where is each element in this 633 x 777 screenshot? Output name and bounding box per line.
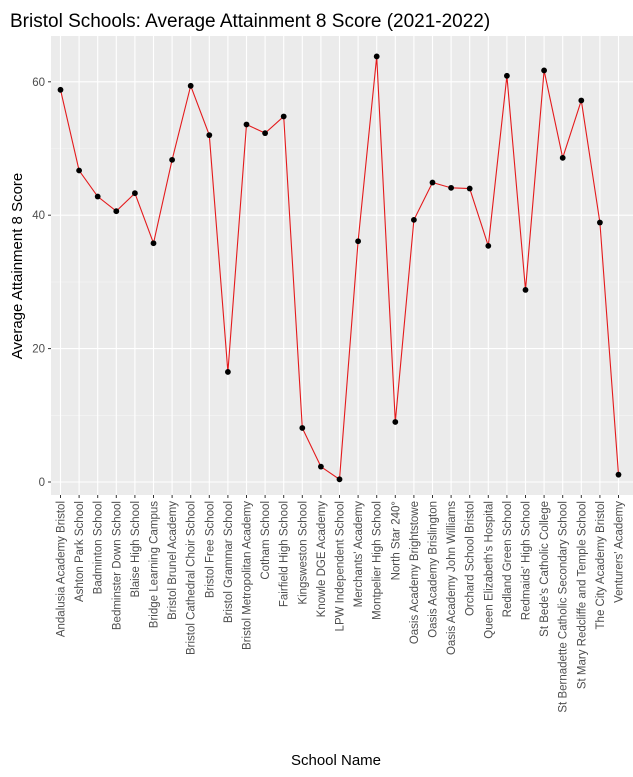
y-tick-label: 20 — [32, 344, 45, 356]
x-tick-label: LPW Independent School — [335, 501, 347, 631]
x-tick-label: Oasis Academy Brislington — [428, 501, 440, 638]
x-axis-title: School Name — [291, 752, 381, 769]
x-tick-label: Cotham School — [260, 501, 272, 580]
data-point — [448, 184, 454, 191]
y-tick-label: 40 — [32, 210, 45, 222]
gridlines — [51, 36, 633, 495]
x-tick-label: The City Academy Bristol — [595, 501, 607, 629]
data-points — [57, 53, 622, 483]
data-point — [615, 471, 622, 478]
x-tick-label: Bristol Metropolitan Academy — [242, 501, 254, 650]
data-point — [504, 72, 510, 79]
data-point — [132, 190, 138, 197]
data-point — [541, 67, 547, 74]
data-point — [169, 156, 176, 163]
data-point — [559, 154, 566, 161]
x-tick-label: St Bernadette Catholic Secondary School — [558, 501, 570, 713]
x-tick-label: Bridge Learning Campus — [149, 501, 161, 628]
x-tick-label: Venturers' Academy — [614, 501, 626, 603]
data-point — [94, 193, 101, 200]
x-tick-label: Orchard School Bristol — [465, 501, 477, 616]
x-tick-label: Bristol Brunel Academy — [167, 501, 179, 620]
x-tick-label: Bristol Cathedral Choir School — [186, 501, 198, 655]
data-point — [262, 130, 268, 137]
data-point — [299, 425, 306, 431]
x-tick-label: Bristol Grammar School — [223, 501, 235, 623]
data-point — [578, 97, 585, 104]
x-tick-label: Montpelier High School — [372, 501, 384, 620]
y-axis-title: Average Attainment 8 Score — [9, 173, 26, 360]
x-tick-label: Kingsweston School — [297, 501, 309, 605]
x-tick-label: Bedminster Down School — [111, 501, 123, 630]
data-point — [57, 86, 64, 93]
data-point — [243, 121, 250, 128]
data-point — [206, 132, 213, 139]
x-tick-label: North Star 240° — [390, 501, 402, 580]
x-tick-label: Blaise High School — [130, 501, 142, 598]
x-tick-label: Fairfield High School — [279, 501, 291, 607]
x-tick-label: Knowle DGE Academy — [316, 501, 328, 618]
data-point — [76, 167, 82, 174]
x-tick-label: St Bede's Catholic College — [539, 501, 551, 637]
x-tick-label: Oasis Academy John Williams — [446, 501, 458, 655]
x-tick-label: St Mary Redcliffe and Temple School — [576, 501, 588, 689]
data-point — [150, 240, 157, 247]
x-tick-label: Queen Elizabeth's Hospital — [483, 501, 495, 639]
x-tick-label: Ashton Park School — [74, 501, 86, 602]
x-tick-label: Badminton School — [93, 501, 105, 594]
x-tick-label: Merchants' Academy — [353, 501, 365, 608]
x-tick-label: Redland Green School — [502, 501, 514, 617]
data-point — [113, 208, 120, 215]
y-axis: 0 20 40 60 — [32, 77, 51, 489]
x-tick-label: Redmaids' High School — [521, 501, 533, 620]
data-point — [466, 185, 473, 192]
plot-panel — [51, 36, 633, 495]
data-point — [392, 419, 399, 425]
data-point — [318, 463, 324, 470]
data-point — [411, 216, 417, 223]
y-tick-label: 0 — [39, 477, 45, 489]
chart-title: Bristol Schools: Average Attainment 8 Sc… — [10, 11, 490, 32]
data-point — [225, 369, 231, 375]
data-point — [597, 219, 603, 226]
data-point — [429, 179, 436, 186]
x-tick-label: Andalusia Academy Bristol — [56, 501, 68, 637]
data-point — [355, 238, 361, 245]
data-point — [522, 287, 529, 293]
data-point — [485, 242, 492, 249]
data-point — [373, 53, 380, 60]
data-point — [280, 113, 287, 120]
data-point — [187, 82, 194, 89]
data-point — [336, 476, 343, 483]
y-tick-label: 60 — [32, 77, 45, 89]
x-axis: Andalusia Academy Bristol Ashton Park Sch… — [56, 495, 626, 713]
x-tick-label: Bristol Free School — [204, 501, 216, 598]
x-tick-label: Oasis Academy Brightstowe — [409, 501, 421, 644]
